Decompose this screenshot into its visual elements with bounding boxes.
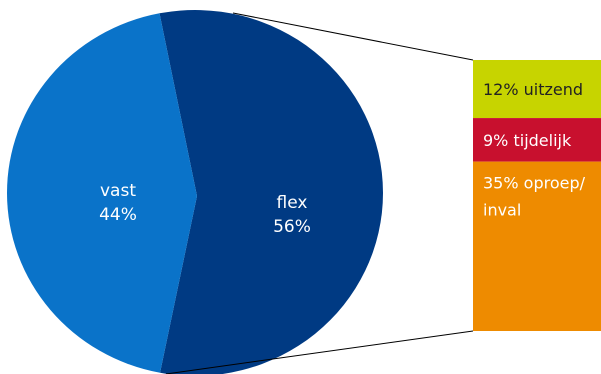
connector-line-top xyxy=(232,12,474,61)
pie-slice-vast xyxy=(7,13,198,373)
bar-segment-1 xyxy=(473,118,601,162)
connector-lines xyxy=(165,12,474,374)
bar-segment-0 xyxy=(473,60,601,119)
pie-slice-flex xyxy=(159,10,383,374)
pie-value-flex: 56% xyxy=(273,217,311,237)
connector-line-bottom xyxy=(165,330,474,374)
pie-group: vast 44% flex 56% xyxy=(7,10,383,374)
breakdown-bar: 12% uitzend 9% tijdelijk 35% oproep/inval xyxy=(473,60,601,331)
pie-label-vast: vast xyxy=(100,181,136,201)
pie-label-flex: flex xyxy=(277,193,308,213)
bar-segment-2 xyxy=(473,161,601,331)
bar-label-1: 9% tijdelijk xyxy=(483,131,572,150)
bar-label-2-line2: inval xyxy=(483,201,521,220)
bar-label-2: 35% oproep/ xyxy=(483,174,586,193)
bar-label-0: 12% uitzend xyxy=(483,80,583,99)
pie-value-vast: 44% xyxy=(99,205,137,225)
